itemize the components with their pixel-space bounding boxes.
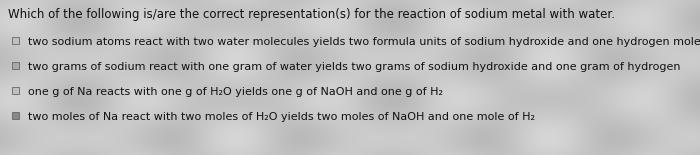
Bar (12, 62, 19, 69)
Bar (12, 37, 19, 44)
Bar (12, 112, 19, 119)
Text: two grams of sodium react with one gram of water yields two grams of sodium hydr: two grams of sodium react with one gram … (28, 62, 680, 72)
Text: one g of Na reacts with one g of H₂O yields one g of NaOH and one g of H₂: one g of Na reacts with one g of H₂O yie… (28, 87, 443, 97)
Text: two moles of Na react with two moles of H₂O yields two moles of NaOH and one mol: two moles of Na react with two moles of … (28, 112, 535, 122)
Text: two sodium atoms react with two water molecules yields two formula units of sodi: two sodium atoms react with two water mo… (28, 37, 700, 47)
Bar (12, 87, 19, 94)
Text: Which of the following is/are the correct representation(s) for the reaction of : Which of the following is/are the correc… (8, 8, 615, 21)
